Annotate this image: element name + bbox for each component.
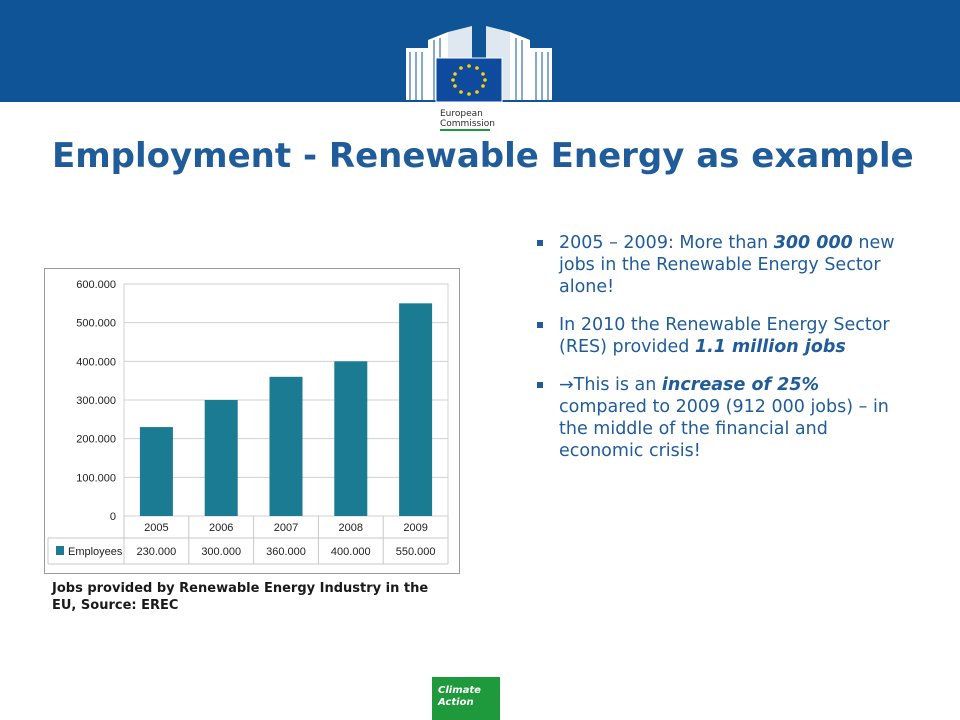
y-tick-label: 300.000 [76,395,116,407]
bullet-text: 300 000 [773,233,853,253]
legend-label: Employees [68,546,123,558]
x-tick-label: 2008 [339,522,363,534]
bullet-item: 2005 – 2009: More than 300 000 new jobs … [537,232,897,298]
data-table-value: 230.000 [137,546,177,558]
logo-line2: Commission [440,119,495,129]
bullet-text: This is an [573,375,662,395]
bar [204,400,238,516]
badge-line2: Action [438,697,474,708]
badge-line1: Climate [438,685,481,696]
legend-swatch [56,546,64,555]
slide-title: Employment - Renewable Energy as example [52,136,914,176]
logo-line1: European [440,109,483,119]
chart-frame [44,268,460,574]
bullet-text: 1.1 million jobs [694,337,846,357]
bullet-text: In 2010 the Renewable Energy Sector (RES… [559,315,890,357]
x-tick-label: 2005 [144,522,168,534]
bar [399,303,433,516]
bullet-text: increase of 25% [661,375,820,395]
bar [269,376,303,516]
y-tick-label: 0 [110,511,116,523]
bullet-marker [537,382,543,388]
y-tick-label: 600.000 [76,279,116,291]
data-table-value: 300.000 [201,546,241,558]
bullet-item: In 2010 the Renewable Energy Sector (RES… [537,314,897,358]
data-table-value: 550.000 [396,546,436,558]
bullet-text: 2005 – 2009: More than [559,233,774,253]
x-tick-label: 2006 [209,522,233,534]
european-commission-logo: European Commission [398,26,560,136]
bar [334,361,368,516]
bullet-text: compared to 2009 (912 000 jobs) – in the… [559,397,889,461]
bullet-marker [537,322,543,328]
data-table-value: 400.000 [331,546,371,558]
y-tick-label: 200.000 [76,434,116,446]
bullet-text: → [559,375,574,395]
chart-caption: Jobs provided by Renewable Energy Indust… [52,581,429,613]
data-table-value: 360.000 [266,546,306,558]
climate-action-badge: Climate Action [432,677,500,720]
y-tick-label: 400.000 [76,356,116,368]
bullet-item: →This is an increase of 25% compared to … [537,374,897,462]
x-tick-label: 2009 [403,522,427,534]
bullet-marker [537,240,543,246]
bullet-text: new jobs in the Renewable Energy Sector … [559,233,895,297]
y-tick-label: 100.000 [76,472,116,484]
bar [139,427,173,516]
x-tick-label: 2007 [274,522,298,534]
bullet-list: 2005 – 2009: More than 300 000 new jobs … [537,232,897,478]
y-tick-label: 500.000 [76,318,116,330]
employment-bar-chart: 0 100.000 200.000 300.000 400.000 500.000 600.… [47,279,449,565]
